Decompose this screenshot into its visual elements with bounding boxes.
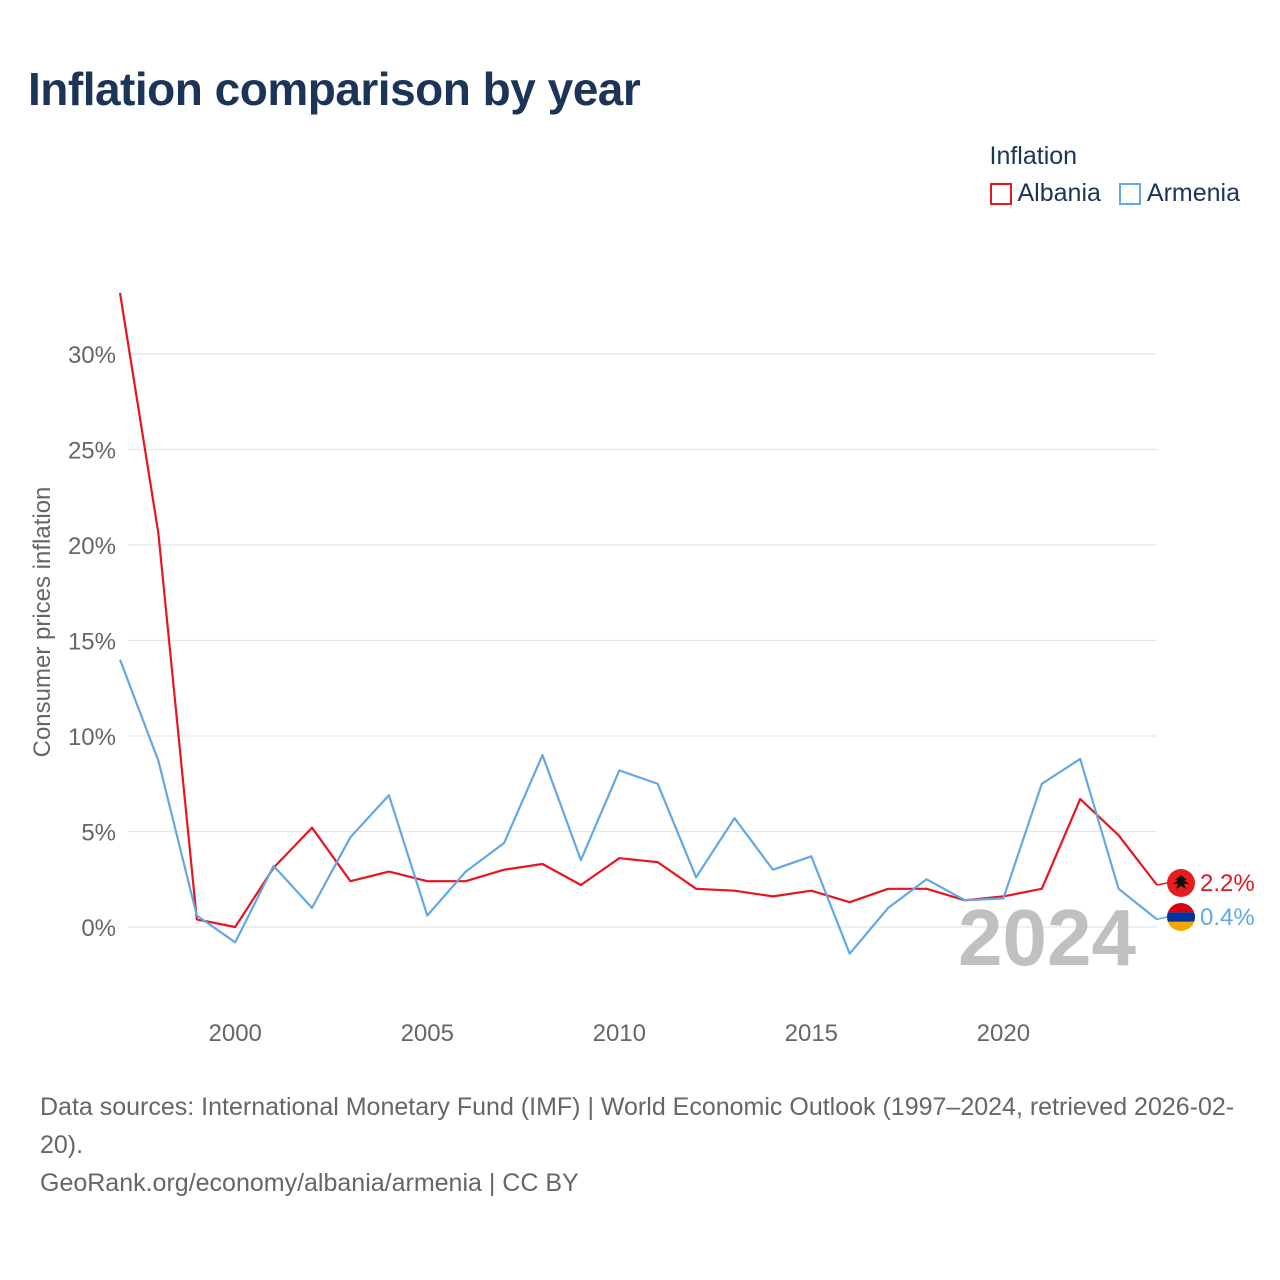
y-tick-label: 20% — [68, 533, 116, 560]
x-tick-label: 2020 — [977, 1020, 1030, 1047]
x-tick-label: 2015 — [785, 1020, 838, 1047]
line-chart: 0% 5% 10% 15% 20% 25% 30% 2000 2005 2010 2015 2020… — [29, 292, 1255, 1047]
y-axis-label: Consumer prices inflation — [29, 487, 56, 758]
legend-item-albania[interactable]: Albania — [989, 179, 1101, 208]
legend: Inflation Albania Armenia — [989, 142, 1240, 208]
x-tick-label: 2000 — [209, 1020, 262, 1047]
gridlines — [128, 353, 1157, 928]
end-value-label-albania: 2.2% — [1200, 870, 1255, 897]
end-connector-armenia — [1156, 916, 1168, 921]
series-line-armenia[interactable] — [118, 659, 1158, 955]
legend-item-armenia[interactable]: Armenia — [1118, 179, 1240, 208]
y-tick-label: 10% — [68, 724, 116, 751]
series-lines — [118, 292, 1168, 955]
chart-title: Inflation comparison by year — [28, 63, 641, 115]
legend-swatch-albania — [989, 182, 1012, 205]
y-tick-label: 5% — [81, 820, 116, 847]
legend-label-albania: Albania — [1017, 179, 1101, 207]
year-watermark: 2024 — [958, 893, 1136, 982]
x-axis-ticks: 2000 2005 2010 2015 2020 — [209, 1020, 1031, 1047]
legend-title: Inflation — [989, 142, 1078, 170]
y-axis-ticks: 0% 5% 10% 15% 20% 25% 30% — [68, 342, 116, 942]
x-tick-label: 2010 — [593, 1020, 646, 1047]
end-value-label-armenia: 0.4% — [1200, 904, 1255, 931]
y-tick-label: 25% — [68, 438, 116, 465]
x-tick-label: 2005 — [401, 1020, 454, 1047]
end-markers: 2.2% 0.4% — [1167, 869, 1255, 931]
legend-swatch-armenia — [1118, 182, 1141, 205]
end-connector-albania — [1156, 882, 1168, 886]
legend-label-armenia: Armenia — [1146, 179, 1240, 207]
y-tick-label: 30% — [68, 342, 116, 369]
footer: Data sources: International Monetary Fun… — [40, 1088, 1250, 1202]
albania-flag-icon — [1167, 869, 1195, 897]
y-tick-label: 0% — [81, 915, 116, 942]
armenia-flag-icon — [1167, 903, 1195, 931]
data-sources: Data sources: International Monetary Fun… — [40, 1093, 1235, 1159]
y-tick-label: 15% — [68, 629, 116, 656]
credit-link[interactable]: GeoRank.org/economy/albania/armenia | CC… — [40, 1169, 579, 1197]
